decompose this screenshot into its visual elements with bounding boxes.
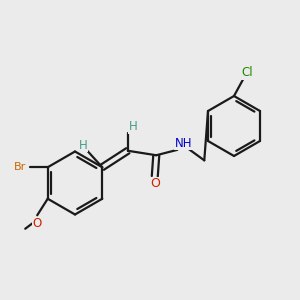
Text: O: O	[33, 217, 42, 230]
Text: Br: Br	[14, 162, 26, 172]
Text: H: H	[78, 139, 87, 152]
Text: NH: NH	[175, 137, 192, 150]
Text: Cl: Cl	[242, 66, 253, 79]
Text: O: O	[150, 177, 160, 190]
Text: H: H	[129, 120, 138, 133]
